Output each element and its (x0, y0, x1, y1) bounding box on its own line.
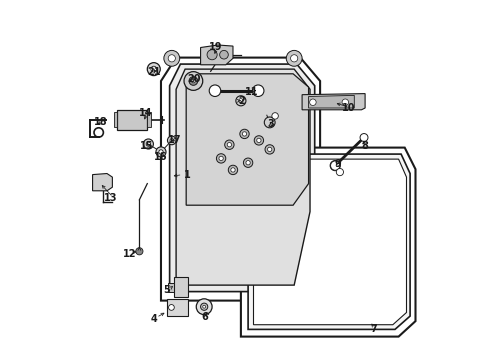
Polygon shape (114, 112, 117, 127)
Circle shape (359, 134, 367, 141)
Circle shape (342, 99, 348, 105)
Circle shape (235, 96, 245, 106)
Circle shape (219, 156, 223, 161)
Circle shape (336, 168, 343, 176)
Text: 17: 17 (167, 135, 181, 145)
Circle shape (168, 55, 175, 62)
Text: 16: 16 (154, 152, 167, 162)
Circle shape (239, 129, 249, 139)
Polygon shape (161, 58, 320, 301)
Polygon shape (200, 45, 232, 65)
Text: 5: 5 (163, 285, 170, 295)
Circle shape (209, 85, 220, 96)
Polygon shape (253, 159, 406, 325)
Text: 1: 1 (183, 170, 190, 180)
Polygon shape (302, 94, 365, 110)
Circle shape (219, 50, 228, 59)
Text: 12: 12 (122, 249, 136, 259)
Circle shape (252, 85, 264, 96)
Circle shape (267, 147, 271, 152)
Circle shape (230, 168, 235, 172)
Circle shape (264, 117, 275, 128)
Circle shape (271, 113, 278, 119)
Circle shape (242, 132, 246, 136)
Text: 13: 13 (103, 193, 117, 203)
Circle shape (196, 299, 212, 315)
Text: 11: 11 (244, 87, 258, 97)
Polygon shape (176, 69, 309, 285)
Polygon shape (241, 148, 415, 337)
Circle shape (146, 142, 150, 146)
Polygon shape (167, 283, 174, 292)
Circle shape (224, 140, 234, 149)
Circle shape (206, 50, 217, 60)
Polygon shape (169, 64, 314, 292)
Circle shape (168, 305, 174, 310)
Text: 8: 8 (361, 141, 368, 151)
Circle shape (163, 50, 179, 66)
Circle shape (330, 161, 339, 170)
Text: 21: 21 (147, 67, 160, 77)
Polygon shape (147, 112, 151, 127)
Text: 14: 14 (139, 108, 152, 118)
Circle shape (147, 63, 160, 76)
Polygon shape (308, 95, 354, 108)
Circle shape (228, 165, 237, 175)
Polygon shape (186, 74, 308, 205)
Text: 2: 2 (238, 96, 244, 106)
Polygon shape (174, 277, 187, 297)
Circle shape (309, 99, 316, 105)
Text: 4: 4 (150, 314, 157, 324)
Circle shape (203, 305, 205, 308)
Circle shape (238, 99, 243, 103)
Polygon shape (117, 110, 147, 130)
Circle shape (256, 138, 261, 143)
Polygon shape (92, 174, 112, 191)
Circle shape (151, 66, 156, 72)
Text: 3: 3 (267, 119, 274, 129)
Circle shape (136, 248, 142, 255)
Circle shape (167, 136, 176, 145)
Text: 20: 20 (187, 74, 201, 84)
Circle shape (285, 50, 302, 66)
Text: 7: 7 (370, 324, 377, 334)
Circle shape (170, 139, 173, 142)
Circle shape (189, 77, 197, 85)
Circle shape (183, 72, 203, 90)
Circle shape (254, 136, 263, 145)
Circle shape (243, 158, 252, 167)
Circle shape (156, 147, 166, 157)
Circle shape (264, 145, 274, 154)
Polygon shape (167, 299, 187, 316)
Circle shape (227, 143, 231, 147)
Circle shape (329, 161, 340, 171)
Text: 19: 19 (208, 42, 222, 52)
Circle shape (143, 139, 153, 149)
Circle shape (200, 303, 207, 310)
Circle shape (191, 79, 195, 83)
Circle shape (245, 161, 250, 165)
Circle shape (159, 150, 163, 154)
Circle shape (290, 55, 297, 62)
Text: 9: 9 (334, 159, 341, 169)
Polygon shape (247, 154, 409, 329)
Circle shape (216, 154, 225, 163)
Text: 6: 6 (201, 312, 208, 322)
Text: 15: 15 (140, 141, 153, 151)
Text: 10: 10 (342, 103, 355, 113)
Text: 18: 18 (94, 117, 107, 127)
